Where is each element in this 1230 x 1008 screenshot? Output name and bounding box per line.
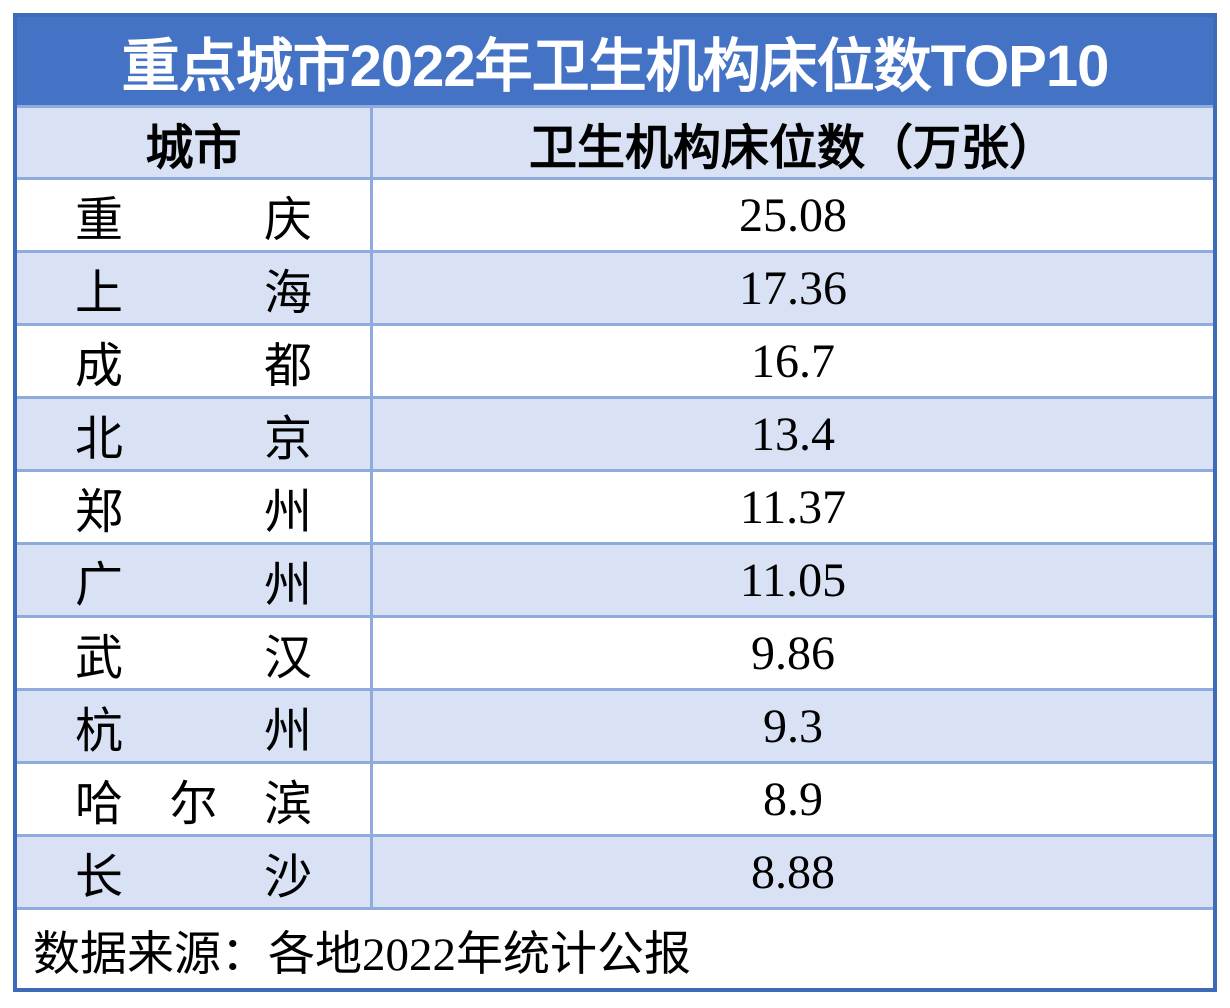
table-row: 成都 16.7 xyxy=(17,323,1213,396)
table-row: 哈尔滨 8.9 xyxy=(17,761,1213,834)
header-cell-value: 卫生机构床位数（万张） xyxy=(528,121,1057,175)
header-cell-city: 城市 xyxy=(17,108,373,177)
city-cell: 长沙 xyxy=(75,851,312,904)
table-row: 北京 13.4 xyxy=(17,396,1213,469)
beds-top10-table: 重点城市2022年卫生机构床位数TOP10 城市 卫生机构床位数（万张） 重庆 … xyxy=(13,13,1217,992)
city-cell: 广州 xyxy=(75,559,312,612)
value-cell: 11.05 xyxy=(739,553,847,607)
value-cell: 16.7 xyxy=(751,334,835,388)
value-cell: 17.36 xyxy=(739,261,847,315)
table-row: 郑州 11.37 xyxy=(17,469,1213,542)
city-cell: 郑州 xyxy=(75,486,312,539)
source-note-text: 数据来源：各地2022年统计公报 xyxy=(33,928,691,981)
table-row: 广州 11.05 xyxy=(17,542,1213,615)
value-cell: 9.3 xyxy=(763,699,823,753)
city-cell: 杭州 xyxy=(75,705,312,758)
value-cell: 9.86 xyxy=(751,626,835,680)
table-row: 上海 17.36 xyxy=(17,250,1213,323)
table-title: 重点城市2022年卫生机构床位数TOP10 xyxy=(17,17,1213,105)
header-row: 城市 卫生机构床位数（万张） xyxy=(17,105,1213,177)
header-city-label: 城市 xyxy=(145,121,242,175)
city-cell: 成都 xyxy=(75,340,312,393)
table-row: 重庆 25.08 xyxy=(17,177,1213,250)
table-row: 长沙 8.88 xyxy=(17,834,1213,907)
value-cell: 11.37 xyxy=(739,480,847,534)
value-cell: 8.9 xyxy=(763,772,823,826)
city-cell: 哈尔滨 xyxy=(75,778,312,831)
city-cell: 北京 xyxy=(75,413,312,466)
value-cell: 25.08 xyxy=(739,188,847,242)
source-note: 数据来源：各地2022年统计公报 xyxy=(17,907,1213,988)
city-cell: 上海 xyxy=(75,267,312,320)
city-cell: 武汉 xyxy=(75,632,312,685)
table-row: 武汉 9.86 xyxy=(17,615,1213,688)
table-row: 杭州 9.3 xyxy=(17,688,1213,761)
value-cell: 13.4 xyxy=(751,407,835,461)
value-cell: 8.88 xyxy=(751,845,835,899)
city-cell: 重庆 xyxy=(75,194,312,247)
